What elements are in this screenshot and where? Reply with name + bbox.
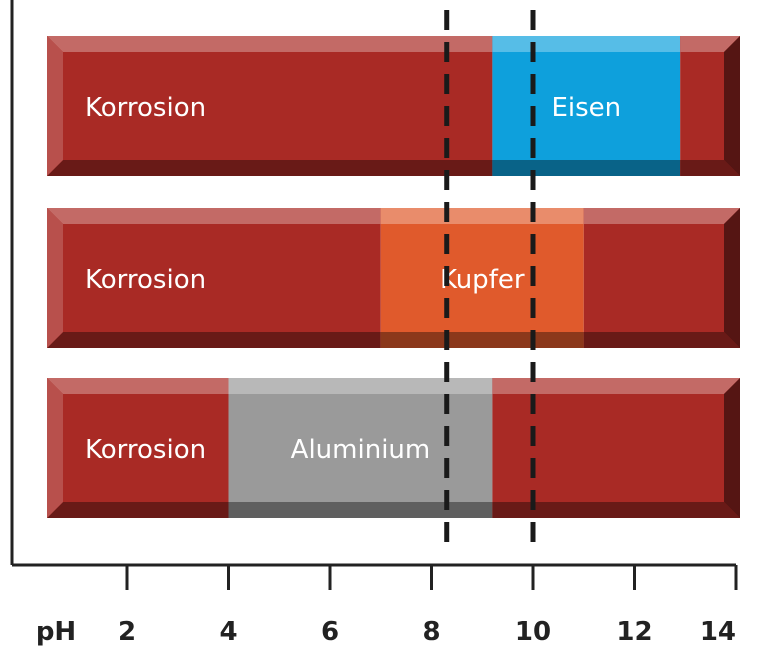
bar-eisen: Korrosion Eisen: [47, 36, 740, 176]
x-axis: pH 2 4 6 8 10 12 14: [10, 0, 738, 647]
x-tick-label: 10: [515, 617, 551, 647]
x-tick-label: 12: [616, 617, 652, 647]
bar-kupfer: Korrosion Kupfer: [47, 208, 740, 348]
x-axis-label: pH: [36, 617, 76, 647]
corrosion-segment-left: [47, 378, 229, 518]
bars-layer: Korrosion Eisen Korrosion Kupfer Korrosion Al…: [47, 36, 740, 518]
corrosion-segment-right: [680, 36, 740, 176]
bar-aluminium: Korrosion Aluminium: [47, 378, 740, 518]
corrosion-label: Korrosion: [85, 93, 206, 123]
x-tick-label: 6: [321, 617, 339, 647]
x-tick-label: 14: [700, 617, 736, 647]
corrosion-segment-right: [492, 378, 740, 518]
corrosion-label: Korrosion: [85, 265, 206, 295]
x-tick-label: 4: [219, 617, 237, 647]
corrosion-segment-left: [47, 36, 493, 176]
metal-label: Eisen: [551, 93, 621, 123]
metal-label: Kupfer: [440, 265, 525, 295]
x-tick-label: 8: [422, 617, 440, 647]
metal-label: Aluminium: [291, 435, 431, 465]
x-tick-label: 2: [118, 617, 136, 647]
stable-segment-eisen: [492, 36, 681, 176]
corrosion-segment-right: [583, 208, 740, 348]
reference-lines: [444, 10, 536, 548]
corrosion-segment-left: [47, 208, 381, 348]
stable-segment-kupfer: [380, 208, 584, 348]
corrosion-label: Korrosion: [85, 435, 206, 465]
